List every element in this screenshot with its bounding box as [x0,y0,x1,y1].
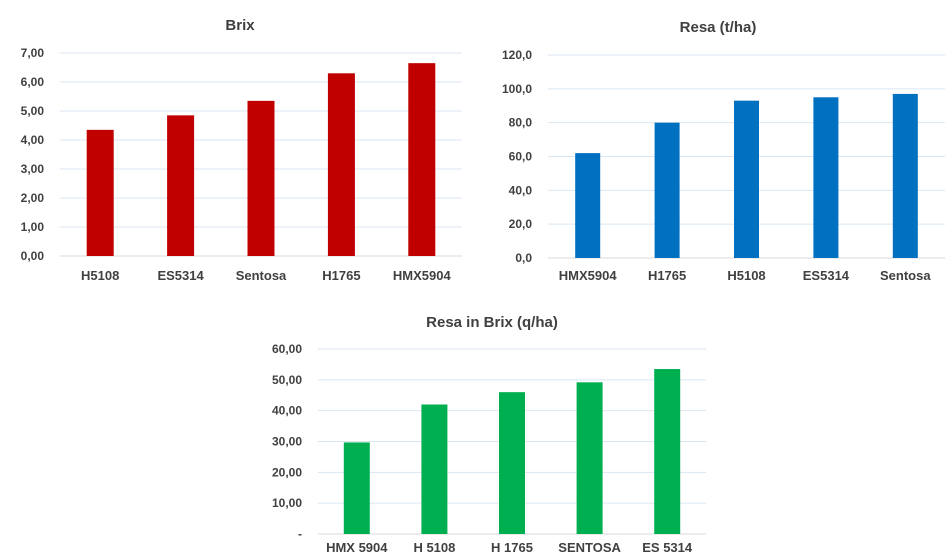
y-tick-label: 100,0 [502,82,532,96]
bar [575,153,601,258]
x-category-label: H 5108 [413,540,455,555]
y-tick-label: 3,00 [21,162,45,176]
x-category-label: SENTOSA [558,540,621,555]
x-category-label: HMX 5904 [326,540,388,555]
x-category-label: HMX5904 [559,268,618,283]
bar [247,100,275,256]
bar [892,93,918,259]
x-category-label: H1765 [648,268,686,283]
y-tick-label: 4,00 [21,133,45,147]
x-category-label: ES 5314 [642,540,693,555]
y-tick-label: 2,00 [21,191,45,205]
chart-3: Resa in Brix (q/ha) - 10,00 20,00 30,00 40,00… [272,314,706,555]
y-tick-label: 1,00 [21,220,45,234]
chart-title: Brix [225,17,255,34]
x-category-label: ES5314 [157,268,204,283]
x-category-label: Sentosa [236,268,287,283]
y-tick-label: 7,00 [21,46,45,60]
y-tick-label: - [298,527,302,541]
x-category-label: H1765 [322,268,360,283]
y-tick-label: 5,00 [21,104,45,118]
y-tick-label: 40,00 [272,404,302,418]
y-tick-label: 120,0 [502,48,532,62]
chart-1: Brix 0,00 1,00 2,00 3,00 4,00 5,00 6,00 7,00 H510… [21,17,462,283]
x-category-label: H5108 [727,268,765,283]
y-tick-label: 6,00 [21,75,45,89]
x-category-label: HMX5904 [393,268,452,283]
y-tick-label: 0,00 [21,249,45,263]
bar [86,129,114,256]
y-tick-label: 30,00 [272,435,302,449]
x-category-label: H 1765 [491,540,533,555]
x-category-label: Sentosa [880,268,931,283]
bar [576,382,603,534]
chart-2: Resa (t/ha) 0,0 20,0 40,0 60,0 80,0 100,0 120,0… [502,19,945,283]
x-category-label: H5108 [81,268,119,283]
bar [499,392,525,534]
bar [408,63,436,257]
bar [734,100,759,258]
bar [813,97,839,259]
y-tick-label: 0,0 [515,251,532,265]
y-tick-label: 50,00 [272,373,302,387]
bar [327,73,355,256]
y-tick-label: 60,00 [272,342,302,356]
y-tick-label: 20,0 [509,217,533,231]
x-category-label: ES5314 [803,268,850,283]
y-tick-label: 40,0 [509,183,533,197]
bar [654,369,681,534]
bar [654,122,680,259]
y-tick-label: 80,0 [509,116,533,130]
bar [167,115,195,256]
bar [421,404,448,534]
bar [343,442,370,534]
y-tick-label: 10,00 [272,496,302,510]
y-tick-label: 20,00 [272,465,302,479]
y-tick-label: 60,0 [509,150,533,164]
chart-title: Resa in Brix (q/ha) [426,314,558,331]
chart-title: Resa (t/ha) [680,19,757,36]
